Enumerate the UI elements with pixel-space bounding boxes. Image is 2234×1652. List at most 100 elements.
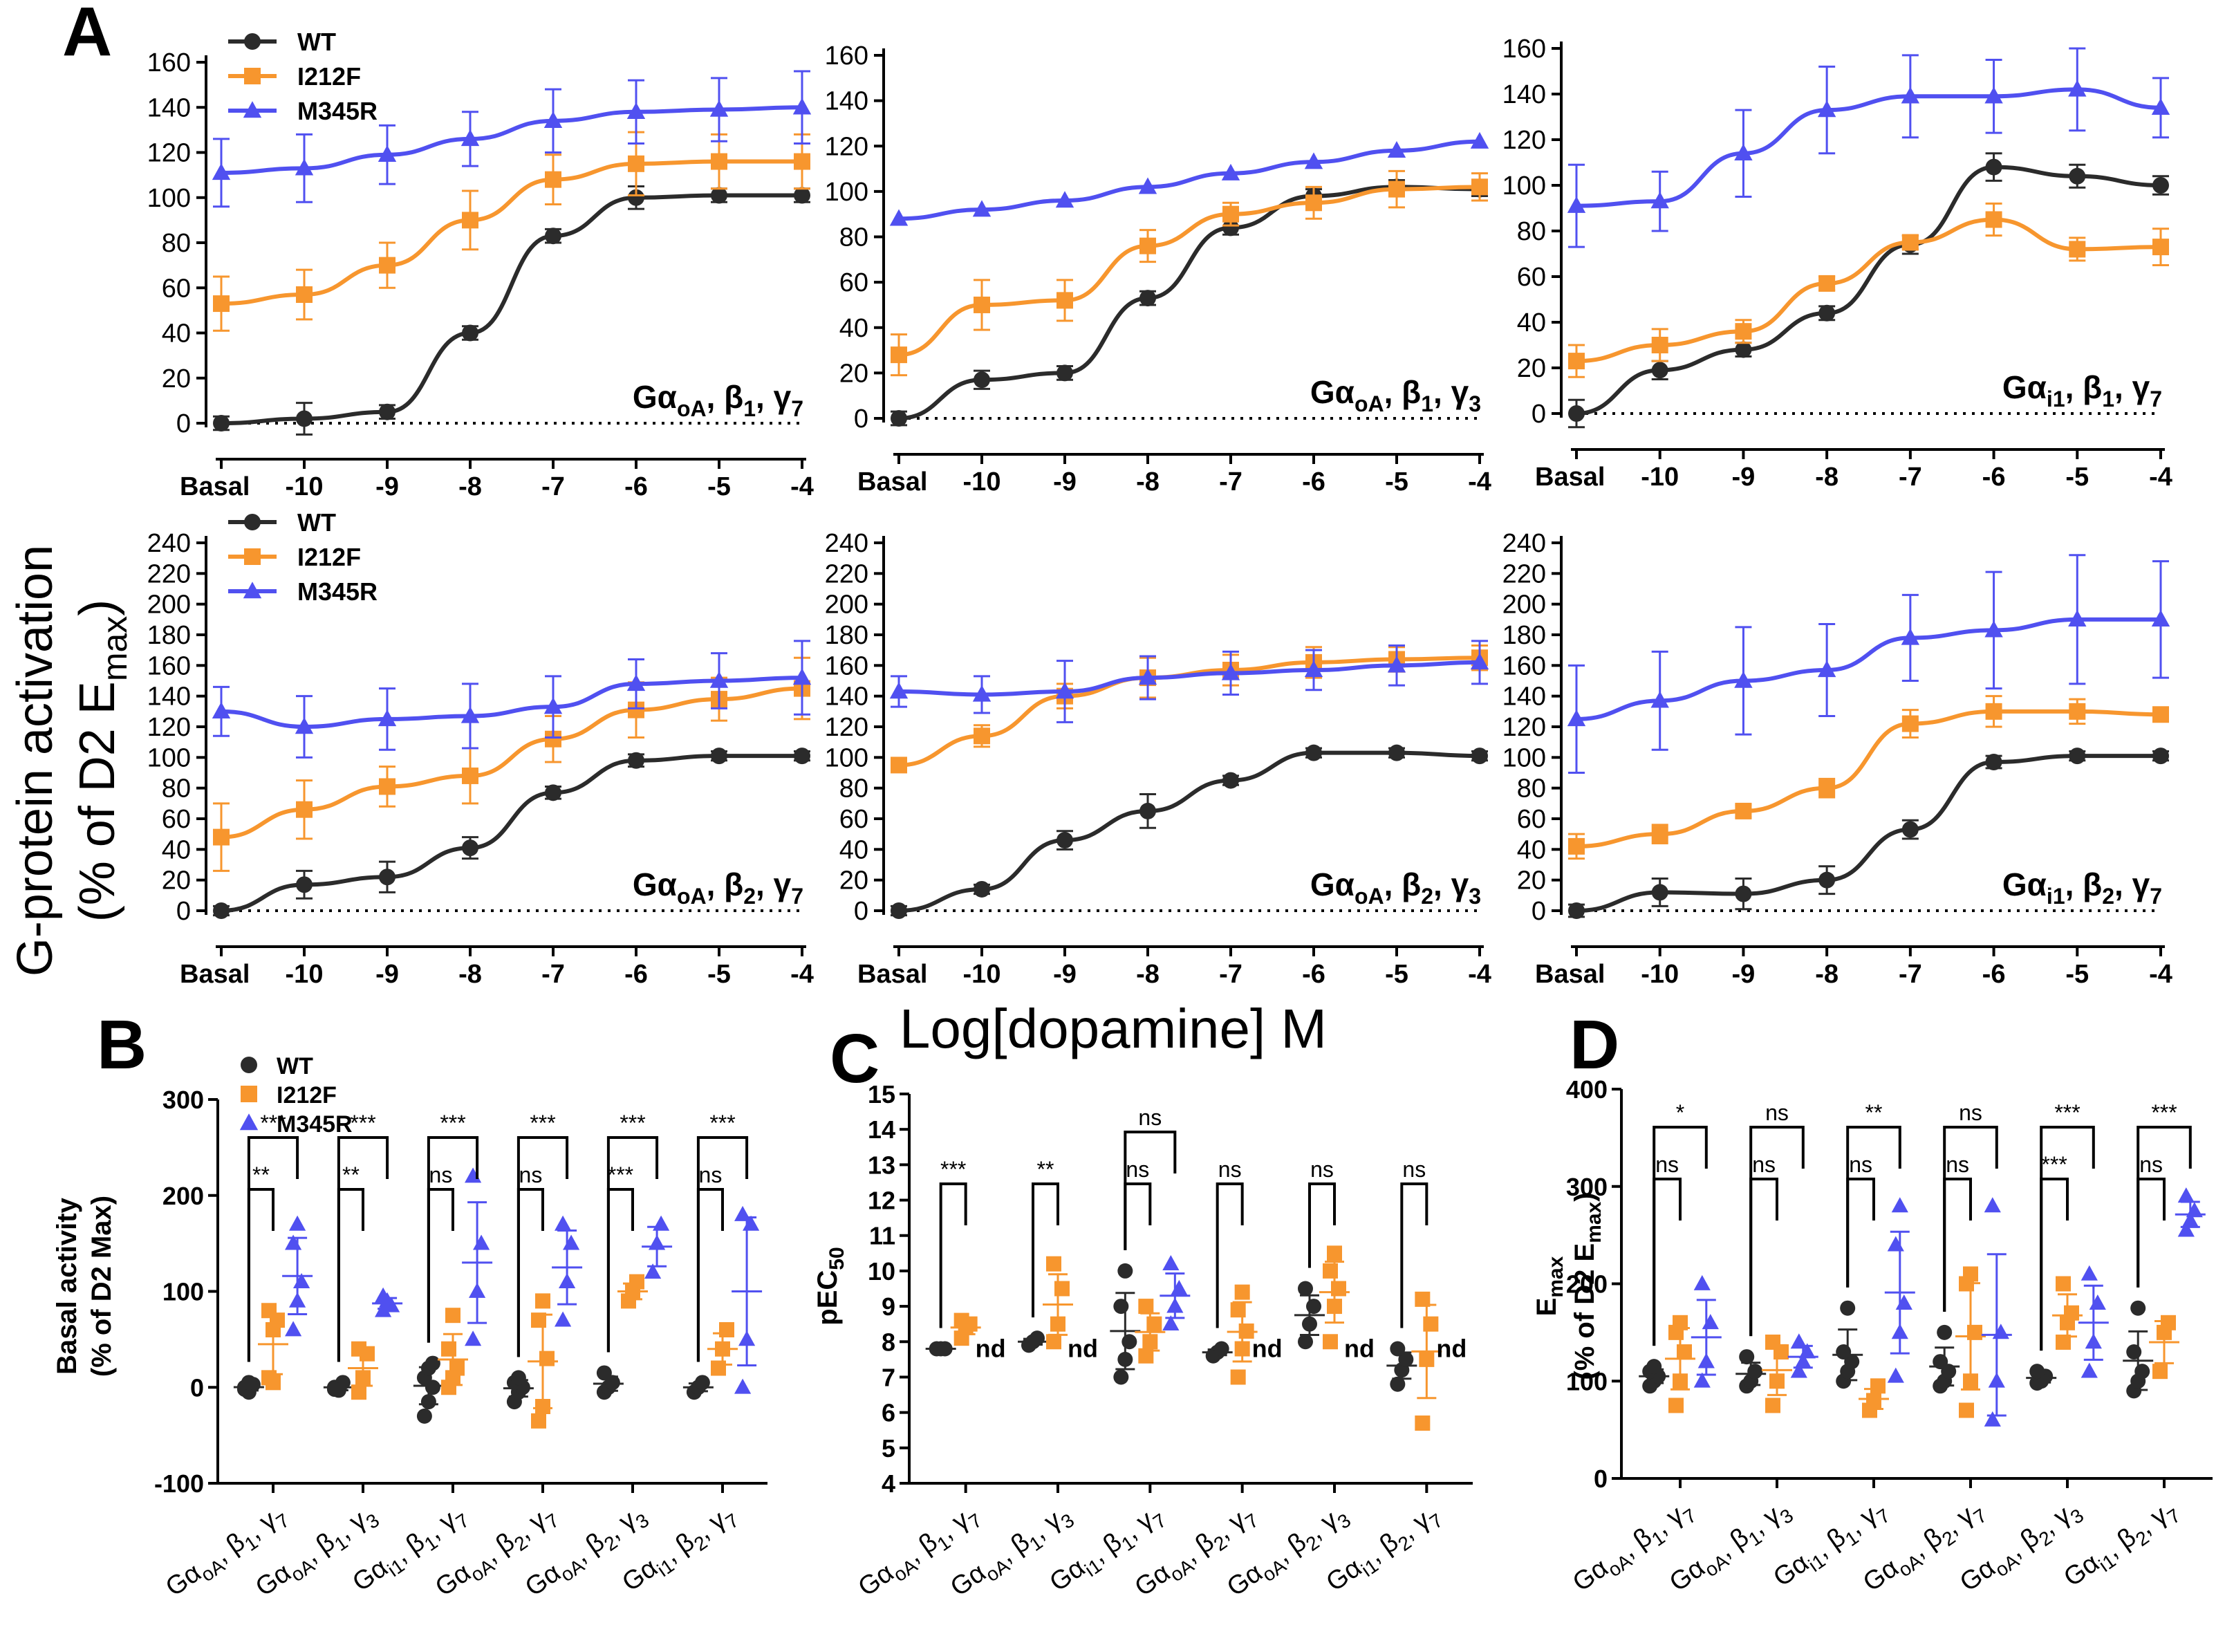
category-group: nd	[925, 1312, 1006, 1363]
bracket-label: ***	[350, 1111, 375, 1135]
data-point	[441, 1341, 456, 1357]
y-tick-label: 20	[1517, 866, 1546, 895]
data-point	[1162, 1315, 1180, 1331]
bracket-line	[606, 1136, 659, 1353]
x-tick-label: Basal	[1535, 463, 1605, 492]
data-point	[1818, 275, 1836, 292]
data-point	[1693, 1372, 1711, 1388]
data-point	[1673, 1373, 1688, 1389]
data-point	[891, 346, 907, 364]
x-tick-label: -5	[1385, 960, 1408, 989]
x-tick-label: -10	[963, 960, 1001, 989]
significance-bracket: ***	[2040, 1100, 2095, 1351]
data-point	[1139, 802, 1156, 819]
data-point	[711, 748, 727, 765]
data-point	[1790, 1362, 1807, 1378]
x-tick-label: Basal	[1535, 960, 1605, 989]
data-point	[1790, 1333, 1807, 1349]
data-point	[1650, 691, 1669, 708]
data-point	[1891, 1324, 1908, 1339]
data-point	[889, 682, 909, 699]
data-point	[1567, 196, 1586, 213]
data-point	[1390, 1376, 1406, 1392]
data-point	[1568, 902, 1585, 919]
data-point	[1323, 1334, 1338, 1350]
data-point	[1668, 1398, 1684, 1413]
legend-label: I212F	[297, 62, 361, 91]
y-tick-label: 240	[147, 529, 191, 558]
y-tick-label: 0	[854, 405, 868, 434]
data-point	[462, 767, 478, 784]
nd-label: nd	[1344, 1335, 1375, 1363]
data-point	[1794, 1353, 1812, 1368]
y-tick-label: 40	[162, 319, 191, 349]
nd-label: nd	[1252, 1335, 1283, 1363]
data-point	[1651, 884, 1668, 901]
fit-curve	[221, 159, 802, 306]
y-tick-label: 200	[825, 591, 868, 620]
data-point	[1419, 1351, 1435, 1367]
bracket-line	[1943, 1178, 1972, 1312]
y-tick-label: 100	[1502, 171, 1546, 201]
y-tick-label: 180	[147, 621, 191, 650]
data-point	[1139, 290, 1156, 307]
bracket-label: **	[252, 1162, 270, 1187]
significance-bracket: ***	[2137, 1100, 2192, 1288]
data-point	[449, 1360, 465, 1376]
data-point	[1387, 656, 1406, 673]
bracket-line	[939, 1182, 967, 1328]
data-point	[2069, 748, 2086, 765]
data-point	[416, 1408, 432, 1424]
bracket-label: ns	[1752, 1152, 1776, 1177]
significance-bracket: ***	[516, 1111, 569, 1357]
data-point	[1901, 86, 1920, 104]
data-point	[1142, 1334, 1158, 1350]
data-point	[379, 778, 395, 795]
data-point	[213, 415, 230, 431]
data-point	[1568, 837, 1585, 855]
y-tick-label: -100	[154, 1469, 204, 1498]
fit-curve	[221, 676, 803, 730]
y-title-D: Emax (% of D2 Emax)	[1532, 1192, 1605, 1380]
y-title-line2: (% of D2 Emax)	[70, 600, 134, 922]
category-group	[233, 1215, 313, 1400]
series-i212f	[213, 656, 810, 872]
series-i212f	[1568, 202, 2169, 378]
data-point	[2152, 177, 2169, 194]
data-point	[460, 129, 480, 147]
data-point	[1046, 1256, 1061, 1272]
data-point	[738, 1330, 756, 1346]
data-point	[2152, 1364, 2168, 1380]
x-tick-label: -4	[790, 472, 814, 501]
y-tick-label: 220	[147, 559, 191, 588]
data-point	[1870, 1378, 1886, 1394]
data-point	[1937, 1324, 1953, 1340]
data-point	[711, 1360, 726, 1376]
series-m345r	[212, 70, 812, 208]
y-tick-label: 40	[162, 835, 191, 864]
series-m345r	[889, 131, 1489, 226]
significance-bracket: ***	[427, 1111, 479, 1343]
data-point	[734, 1205, 752, 1221]
legend-label: M345R	[277, 1111, 353, 1138]
panel-title: GαoA, β2, γ7	[633, 866, 803, 909]
category-group: nd	[1294, 1245, 1375, 1363]
data-point	[1030, 1330, 1045, 1346]
data-point	[2056, 1334, 2071, 1350]
data-point	[1984, 1411, 2001, 1427]
panel-title: GαoA, β2, γ3	[1310, 866, 1481, 909]
nd-label: nd	[1068, 1335, 1098, 1363]
y-tick-label: 200	[1566, 1270, 1608, 1299]
x-tick-label: -6	[1302, 467, 1325, 496]
data-point	[543, 111, 563, 129]
fit-curve	[1576, 165, 2161, 416]
legend-label: M345R	[297, 97, 378, 125]
data-point	[1138, 668, 1157, 685]
data-point	[1138, 1348, 1154, 1364]
data-point	[937, 1341, 953, 1357]
data-point	[1298, 1281, 1313, 1297]
y-title-B-line2: (% of D2 Max)	[86, 1196, 117, 1377]
data-point	[289, 1215, 306, 1231]
data-point	[626, 102, 646, 119]
x-tick-label: -6	[1302, 960, 1325, 989]
